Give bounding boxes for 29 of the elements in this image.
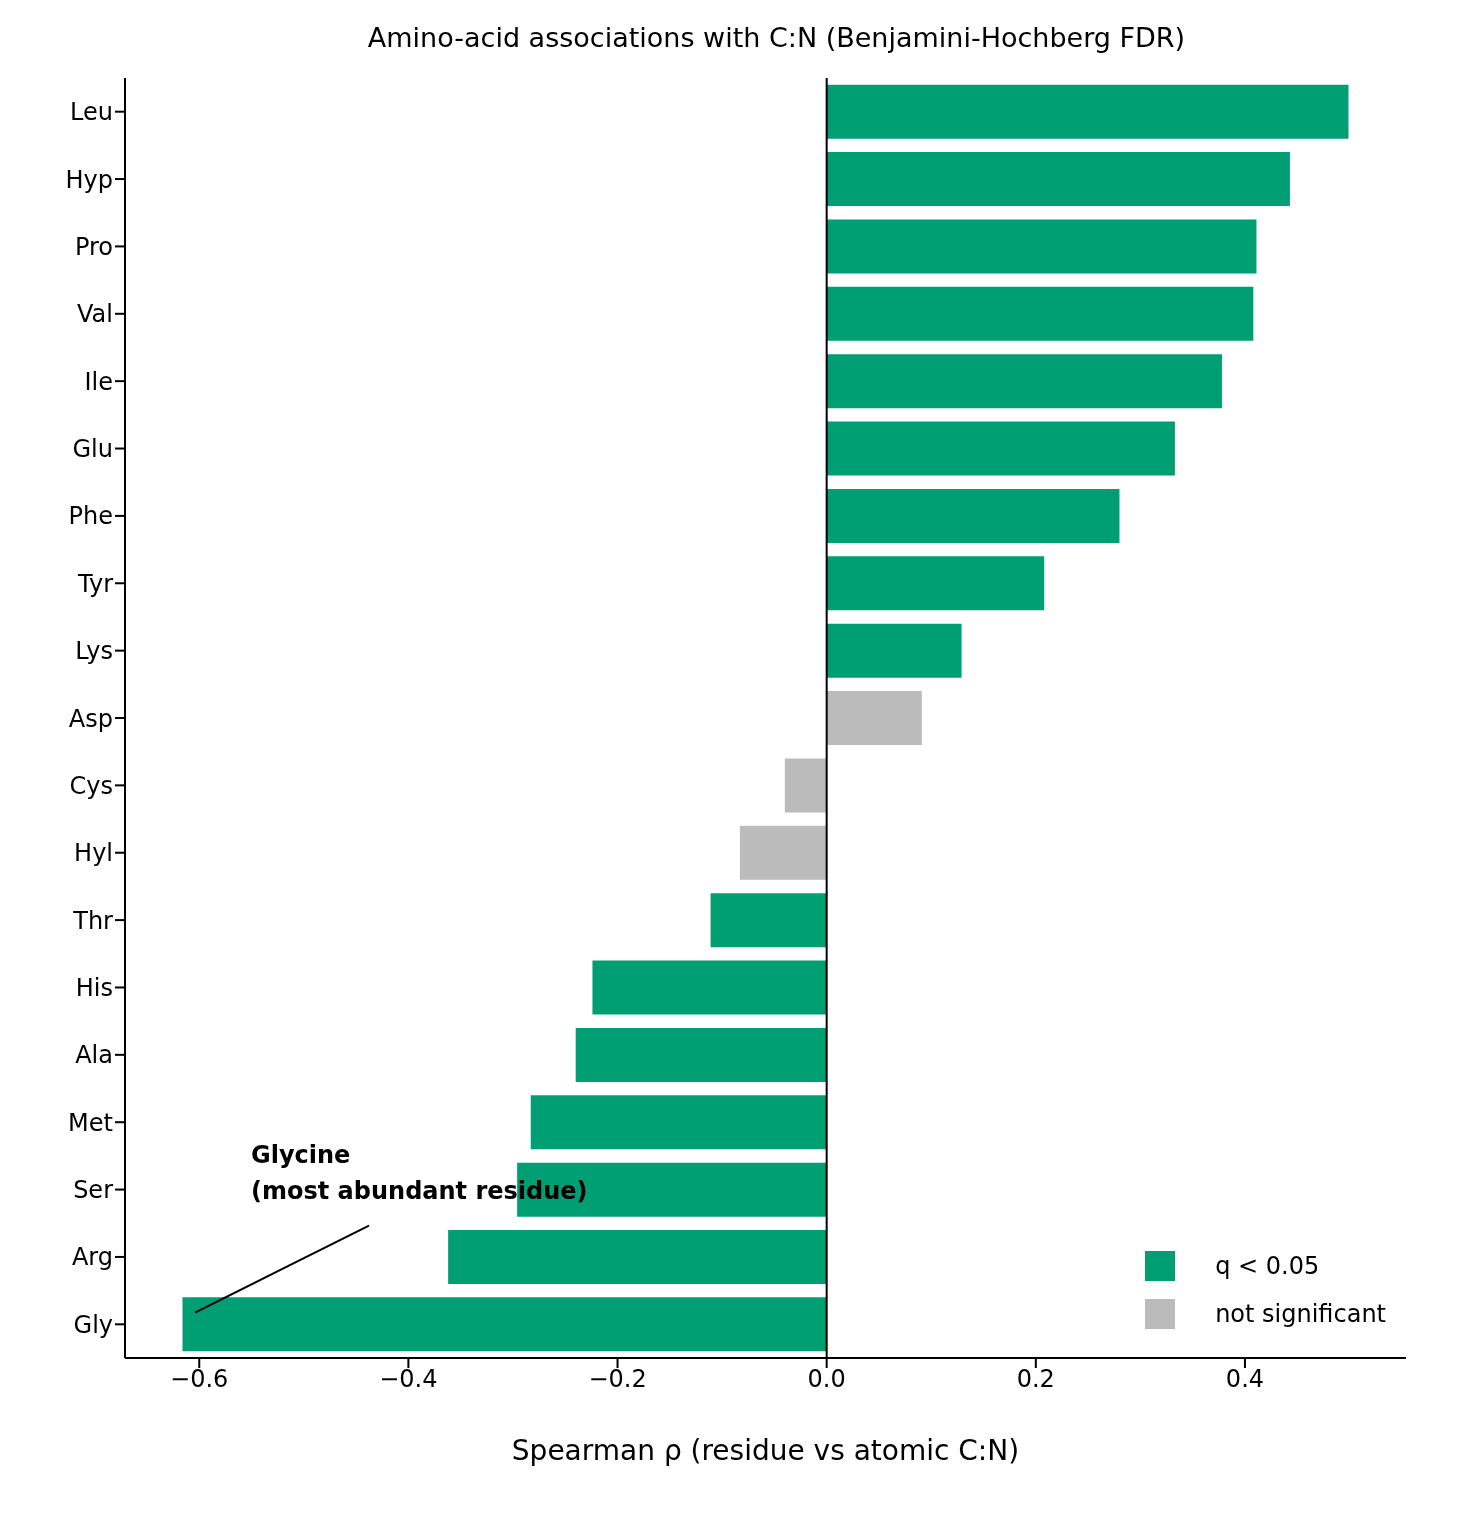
y-tick-label: Met — [68, 1108, 113, 1137]
y-tick-label: Cys — [69, 771, 113, 800]
y-tick-label: Tyr — [77, 569, 114, 598]
y-tick-label: His — [75, 973, 113, 1002]
y-tick-label: Phe — [68, 502, 113, 531]
x-tick-label: 0.4 — [1225, 1365, 1265, 1394]
x-tick-label: −0.2 — [588, 1365, 647, 1394]
y-tick-label: Asp — [68, 704, 113, 733]
y-tick-label: Thr — [72, 906, 114, 935]
y-tick-label: Hyl — [74, 839, 113, 868]
y-tick-label: Arg — [71, 1243, 113, 1272]
x-tick-label: 0.2 — [1016, 1365, 1055, 1394]
y-tick-label: Hyp — [65, 165, 113, 194]
y-tick-label: Ser — [73, 1176, 114, 1205]
chart-title: Amino-acid associations with C:N (Benjamini-Hochberg FDR) — [366, 21, 1187, 55]
y-tick-label: Pro — [74, 232, 113, 261]
y-tick-label: Ala — [75, 1041, 113, 1070]
y-tick-label: Leu — [70, 98, 113, 127]
legend-label: not significant — [1215, 1300, 1386, 1328]
y-tick-label: Gly — [73, 1310, 113, 1339]
x-axis-title: Spearman ρ (residue vs atomic C:N) — [511, 1434, 1020, 1467]
x-tick-label: −0.4 — [379, 1365, 438, 1394]
y-tick-label: Val — [77, 300, 113, 329]
y-tick-label: Ile — [84, 367, 113, 396]
legend-label: q < 0.05 — [1215, 1252, 1320, 1280]
x-tick-label: 0.0 — [807, 1365, 846, 1394]
x-tick-label: −0.6 — [170, 1365, 229, 1394]
y-tick-label: Lys — [75, 637, 113, 666]
y-tick-label: Glu — [72, 435, 113, 464]
